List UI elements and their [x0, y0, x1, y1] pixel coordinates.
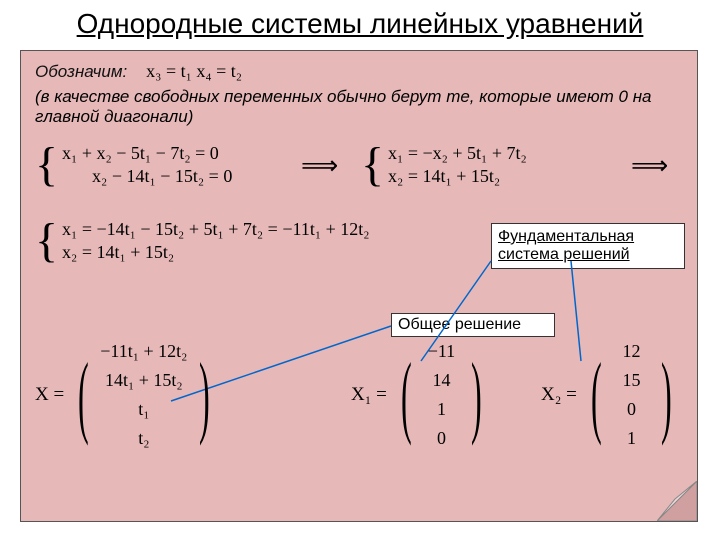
vx-row: t₂ — [99, 428, 189, 449]
vx-row: t₁ — [99, 399, 189, 420]
vector-x2: X₂ = ( 12 15 0 1 ) — [541, 341, 682, 449]
paren-icon: ) — [199, 363, 210, 427]
page-title: Однородные системы линейных уравнений — [0, 0, 720, 44]
paren-icon: ( — [591, 363, 602, 427]
connector-lines — [21, 51, 697, 521]
paren-icon: ( — [78, 363, 89, 427]
vx-row: −11t₁ + 12t₂ — [99, 341, 189, 362]
vx2-row: 1 — [611, 428, 651, 449]
paren-icon: ) — [471, 363, 482, 427]
vx2-row: 15 — [611, 370, 651, 391]
vx1-row: 0 — [421, 428, 461, 449]
vector-x: X = ( −11t₁ + 12t₂ 14t₁ + 15t₂ t₁ t₂ ) — [35, 341, 219, 449]
vector-x1: X₁ = ( −11 14 1 0 ) — [351, 341, 492, 449]
vx1-row: 1 — [421, 399, 461, 420]
paren-icon: ) — [661, 363, 672, 427]
paren-icon: ( — [401, 363, 412, 427]
page-fold-icon — [657, 481, 697, 521]
vx2-row: 0 — [611, 399, 651, 420]
vector-x2-label: X₂ = — [541, 384, 577, 406]
vx-row: 14t₁ + 15t₂ — [99, 370, 189, 391]
content-panel: Обозначим: x₃ = t₁ x₄ = t₂ (в качестве с… — [20, 50, 698, 522]
vector-x-label: X = — [35, 384, 64, 406]
vx2-row: 12 — [611, 341, 651, 362]
vx1-row: −11 — [421, 341, 461, 362]
vector-x1-label: X₁ = — [351, 384, 387, 406]
vx1-row: 14 — [421, 370, 461, 391]
